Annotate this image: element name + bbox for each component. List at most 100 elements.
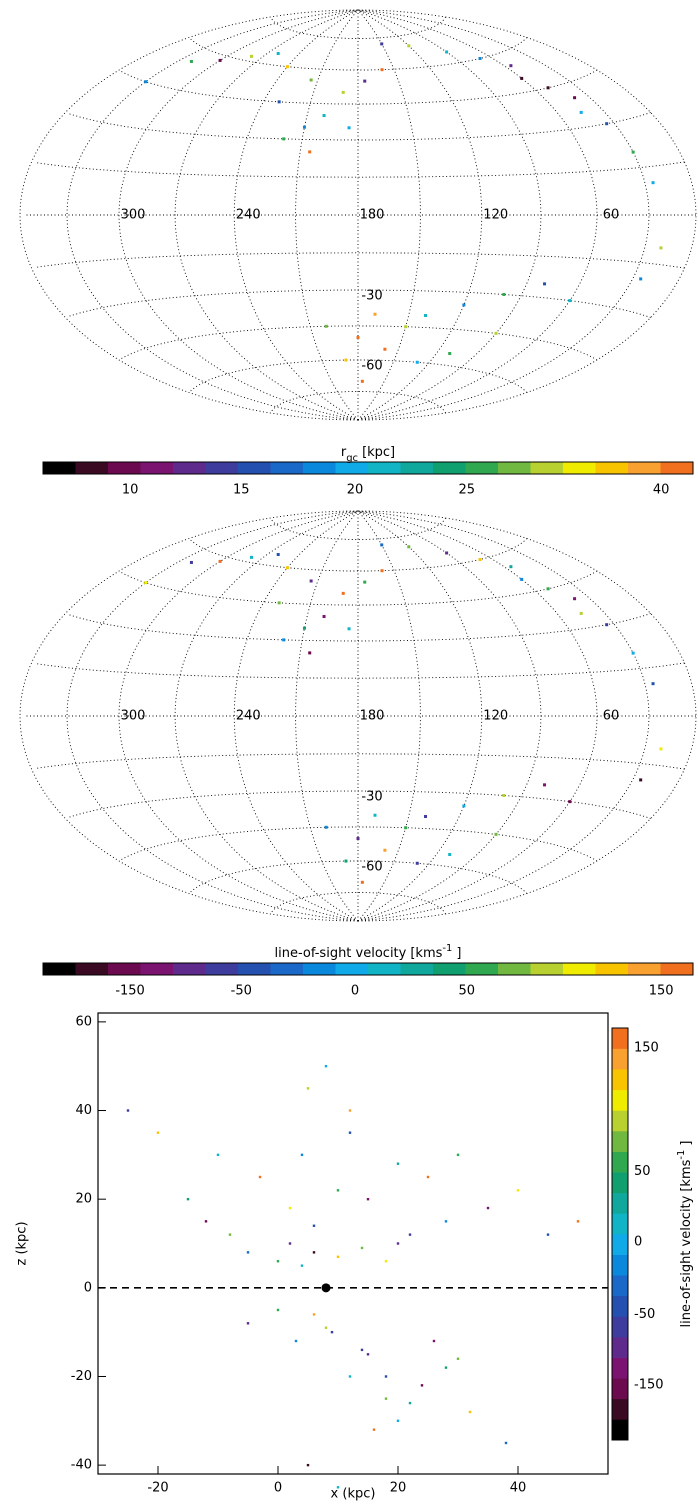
star [276,553,280,557]
y-axis-label: z (kpc) [15,1221,30,1265]
star [322,615,326,619]
star [424,313,428,317]
star [404,325,408,329]
star [424,814,428,818]
y-tick-label: 40 [75,1103,92,1118]
star [366,1353,370,1356]
star [218,58,222,62]
star [576,1220,580,1223]
star [384,1260,388,1263]
star [360,1246,364,1250]
y-tick-label: -20 [71,1369,92,1384]
star [478,557,482,561]
colorbar-bin [368,462,401,474]
star [462,804,466,808]
colorbar-bin [270,462,304,474]
colorbar-label: rgc [kpc] [341,445,395,464]
star [300,1153,304,1157]
colorbar-bin [43,462,76,474]
meridian [66,9,359,421]
colorbar-label-part: r [341,445,347,460]
colorbar-tick-label: 40 [653,483,670,498]
star [282,137,286,141]
sun-marker [321,1283,331,1293]
star [631,150,635,154]
y-tick-label: -40 [71,1458,92,1473]
x-axis-label: x (kpc) [331,1487,376,1502]
star [336,1189,340,1192]
colorbar-bin [140,462,174,474]
colorbar-bin [563,462,596,474]
colorbar-tick-label: 50 [634,1164,651,1179]
y-tick-label: 20 [75,1192,92,1207]
colorbar-bin [612,1234,628,1255]
colorbar-bin [530,462,564,474]
colorbar-label-part: ] [456,946,461,961]
star [432,1339,436,1343]
star [322,114,326,118]
colorbar-bin [335,963,369,975]
star [356,336,360,340]
meridian [357,510,421,922]
star [312,1224,316,1227]
colorbar-bin [498,462,531,474]
star [383,347,387,351]
meridian [174,9,359,421]
star [415,861,419,865]
colorbar-bin [612,1089,628,1111]
star [294,1339,298,1343]
colorbar-label: line-of-sight velocity[kms-1] [275,943,462,961]
colorbar-frame [611,1027,629,1441]
lat-label: -30 [361,790,382,805]
parallel [189,359,528,393]
colorbar-bin [140,963,174,975]
star [520,577,524,581]
x-tick-label: 0 [274,1481,282,1496]
colorbar-bin [205,963,239,975]
colorbar-label-part: [kpc] [362,445,395,460]
parallel [121,69,598,105]
star [396,1419,400,1423]
colorbar-tick-label: 150 [649,984,674,999]
star [456,1357,460,1360]
colorbar-bin [173,462,206,474]
star [546,1233,550,1236]
colorbar-bin [612,1192,628,1214]
colorbar-bin [108,462,141,474]
star [504,1441,508,1445]
lon-label: 300 [121,208,146,223]
colorbar-label-part: [kms [410,946,442,961]
star [543,282,547,286]
star [448,853,452,857]
star [659,246,663,250]
lon-label: 120 [483,208,508,223]
meridian [19,9,359,421]
colorbar-bin [75,963,109,975]
star [144,80,148,84]
colorbar-label-part: line-of-sight velocity [679,1195,694,1327]
star [573,597,577,601]
star [258,1175,262,1179]
colorbar-label-part: line-of-sight velocity [275,946,407,961]
colorbar-bin [612,1131,628,1152]
colorbar-bin [612,1337,628,1358]
star [216,1153,220,1157]
colorbar-bin [465,963,499,975]
star [276,52,280,56]
colorbar-tick-label: 25 [459,483,476,498]
meridian [357,9,598,421]
colorbar-bin [75,462,109,474]
star [444,1366,448,1369]
star [300,1264,304,1267]
star [384,1397,388,1400]
parallel [270,391,446,414]
star [380,42,384,46]
star [344,358,348,362]
star [404,826,408,830]
lat-label: -30 [361,289,382,304]
colorbar-bin [612,1295,628,1317]
colorbar-tick-label: -150 [634,1377,664,1392]
colorbar-bin [612,1275,628,1297]
star [246,1322,250,1325]
colorbar-label-part: gc [346,453,358,464]
